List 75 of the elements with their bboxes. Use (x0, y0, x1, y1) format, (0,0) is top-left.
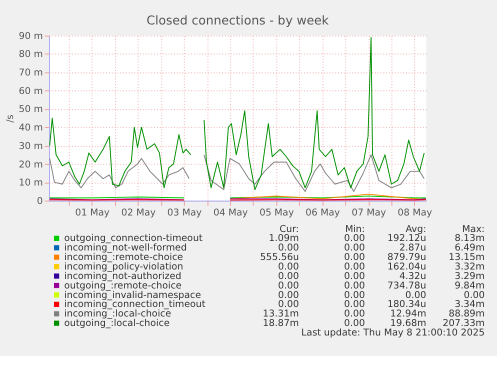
text: 13.15m (448, 252, 485, 264)
text: Cur: (280, 224, 299, 235)
text: 0.00 (464, 290, 485, 301)
y-tick-label: 50 m (18, 104, 43, 116)
text: 2.87u (399, 242, 426, 254)
text: 162.04u (387, 261, 426, 272)
legend-label: incoming_:local-choice (64, 308, 172, 320)
text: 0.00 (278, 280, 299, 292)
y-tick-label: 30 m (18, 140, 43, 152)
text: 0.00 (344, 318, 365, 330)
x-tick-label: 07 May (352, 207, 386, 218)
text: 3.32m (454, 261, 485, 272)
y-tick-label: 70 m (18, 68, 43, 79)
text: 13.31m (262, 308, 299, 320)
x-tick-label: 08 May (398, 207, 433, 218)
text: 9.84m (454, 280, 485, 292)
legend-label: incoming_not-authorized (64, 270, 182, 282)
legend-label: incoming_connection_timeout (64, 299, 206, 310)
text: 0.00 (344, 308, 365, 320)
text: 879.79u (387, 252, 426, 264)
text: 3.29m (454, 270, 485, 282)
text: Max: (462, 224, 485, 235)
text: 0.00 (344, 280, 365, 292)
text: 0.00 (344, 233, 365, 244)
text: 1.09m (268, 233, 299, 244)
text: Min: (345, 224, 365, 235)
chart-title: Closed connections - by week (146, 13, 330, 28)
text: 19.68m (390, 318, 426, 330)
y-axis-title: /s (5, 114, 16, 123)
legend-label: incoming_not-well-formed (64, 242, 187, 254)
text: 0.00 (278, 299, 299, 310)
text: 734.78u (387, 280, 426, 292)
text: 4.32u (399, 270, 426, 282)
y-tick-label: 10 m (18, 178, 43, 189)
legend-label: incoming_:remote-choice (64, 252, 184, 264)
text: 0.00 (278, 290, 299, 301)
text: 0.00 (344, 252, 365, 264)
text: Last update: Thu May 8 21:00:10 2025 (301, 327, 485, 338)
legend-label: outgoing_:remote-choice (64, 280, 182, 292)
text: 555.56u (260, 252, 299, 264)
text: 0.00 (344, 290, 365, 301)
text: 0.00 (278, 270, 299, 282)
text: 192.12u (387, 233, 426, 244)
text: 207.33m (442, 318, 485, 330)
y-tick-label: 0 (36, 196, 43, 207)
text: 0.00 (344, 242, 365, 254)
x-tick-label: 05 May (259, 207, 294, 218)
y-tick-label: 90 m (18, 30, 43, 42)
x-tick-label: 01 May (75, 207, 110, 218)
y-tick-label: 80 m (18, 49, 43, 60)
legend-label: outgoing_connection-timeout (64, 233, 203, 244)
y-tick-label: 60 m (18, 86, 43, 97)
y-tick-label: 20 m (18, 159, 43, 170)
text: 12.94m (390, 308, 426, 320)
legend-label: incoming_policy-violation (64, 261, 184, 272)
text: 6.49m (454, 242, 485, 254)
text: 0.00 (344, 299, 365, 310)
text: 8.13m (454, 233, 485, 244)
text: 18.87m (262, 318, 299, 330)
x-tick-label: 06 May (306, 207, 340, 218)
text: 3.34m (454, 299, 485, 310)
y-tick-label: 40 m (18, 122, 43, 134)
text: Avg: (406, 224, 426, 235)
text: 88.89m (448, 308, 485, 320)
text: 0.00 (405, 290, 426, 301)
x-tick-label: 04 May (213, 207, 248, 218)
legend-label: incoming_invalid-namespace (64, 290, 202, 301)
text: 0.00 (344, 270, 365, 282)
text: 180.34u (387, 299, 426, 310)
text: 0.00 (344, 261, 365, 272)
legend-label: outgoing_:local-choice (64, 318, 170, 330)
x-tick-label: 03 May (167, 207, 202, 218)
x-tick-label: 02 May (121, 207, 156, 218)
text: 0.00 (278, 242, 299, 254)
text: 0.00 (278, 261, 299, 272)
